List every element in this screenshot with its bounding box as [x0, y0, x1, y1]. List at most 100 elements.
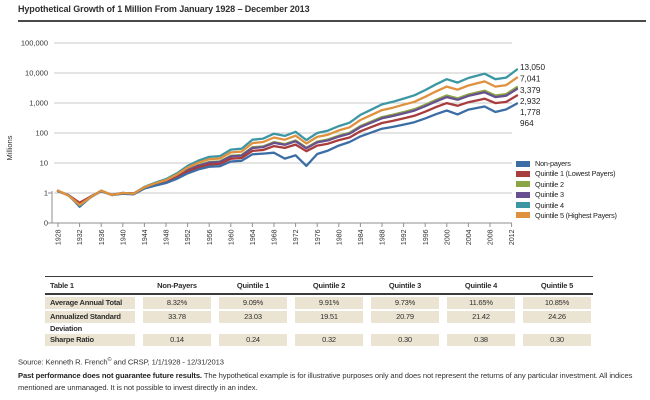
- column-header: Non-Payers: [157, 281, 197, 290]
- row-value: 0.14: [143, 334, 211, 346]
- x-tick-label: 1980: [336, 229, 343, 245]
- y-tick-label: 100: [35, 129, 48, 138]
- legend-item: Quintile 3: [516, 190, 648, 200]
- end-value-label: 1,778: [520, 108, 541, 117]
- source-rest: and CRSP, 1/1/1928 - 12/31/2013: [111, 357, 224, 367]
- legend-item: Non-payers: [516, 159, 648, 168]
- copyright-symbol: ©: [107, 357, 112, 363]
- legend-item: Quintile 5 (Highest Payers): [516, 211, 648, 220]
- source-prefix: Source: Kenneth R. French: [18, 357, 108, 367]
- column-header: Quintile 5: [540, 281, 574, 290]
- series-line-quintile-5-highest-payers: [56, 76, 519, 207]
- row-value: 23.03: [219, 311, 287, 323]
- row-value: 21.42: [447, 311, 515, 323]
- column-header: Quintile 1: [236, 281, 270, 290]
- row-value: 19.51: [295, 311, 363, 323]
- x-tick-label: 1940: [120, 229, 127, 245]
- legend-swatch-icon: [516, 191, 530, 198]
- x-tick-label: 1972: [293, 229, 300, 245]
- x-tick-label: 1976: [315, 229, 322, 245]
- row-value: 10.85%: [523, 297, 591, 309]
- column-header: Quintile 4: [464, 281, 498, 290]
- table-title: Table 1: [50, 281, 74, 290]
- disclaimer: Past performance does not guarantee futu…: [18, 370, 636, 394]
- row-value: 20.79: [371, 311, 439, 323]
- growth-line-chart: 100,000 10,000 1,000 100 10 1 0 Millions 1928 193…: [5, 39, 545, 245]
- legend-label: Non-payers: [535, 159, 571, 168]
- row-value: 0.30: [371, 334, 439, 346]
- y-tick-label: 10: [40, 159, 48, 168]
- row-value: 11.65%: [447, 297, 515, 309]
- disclaimer-bold: Past performance does not guarantee futu…: [18, 371, 202, 380]
- row-value: 9.73%: [371, 297, 439, 309]
- y-tick-label: 0: [44, 219, 48, 228]
- legend-label: Quintile 3: [535, 190, 564, 200]
- x-tick-label: 1956: [207, 229, 214, 245]
- end-value-label: 964: [520, 119, 534, 128]
- row-value: 33.78: [143, 311, 211, 323]
- y-tick-label: 10,000: [25, 69, 48, 78]
- source-line: Source: Kenneth R. French© and CRSP, 1/1…: [18, 357, 224, 367]
- x-tick-label: 2012: [509, 229, 516, 245]
- legend-label: Quintile 1 (Lowest Payers): [535, 169, 616, 179]
- end-value-label: 2,932: [520, 97, 541, 106]
- x-tick-label: 1968: [272, 229, 279, 245]
- legend-item: Quintile 1 (Lowest Payers): [516, 169, 648, 179]
- x-tick-label: 2004: [466, 229, 473, 245]
- y-tick-label: 1: [44, 189, 48, 198]
- row-value: 24.26: [523, 311, 591, 323]
- x-tick-label: 1984: [358, 229, 365, 245]
- x-tick-label: 1948: [164, 229, 171, 245]
- table-row: Annualized Standard Deviation 33.78 23.03 1…: [45, 311, 593, 333]
- legend-swatch-icon: [516, 202, 530, 209]
- x-tick-label: 1944: [142, 229, 149, 245]
- x-tick-label: 2008: [488, 229, 495, 245]
- x-tick-label: 1928: [56, 229, 63, 245]
- legend-swatch-icon: [516, 170, 530, 177]
- end-value-label: 7,041: [520, 75, 541, 84]
- column-header: Quintile 3: [388, 281, 422, 290]
- chart-title: Hypothetical Growth of 1 Million From Ja…: [18, 4, 310, 14]
- chart-legend: Non-payers Quintile 1 (Lowest Payers) Quin…: [516, 159, 648, 222]
- series-line-non-payers: [56, 102, 519, 208]
- x-tick-label: 1960: [228, 229, 235, 245]
- x-tick-label: 1932: [77, 229, 84, 245]
- row-value: 0.32: [295, 334, 363, 346]
- row-label: Annualized Standard Deviation: [45, 311, 135, 333]
- legend-swatch-icon: [516, 160, 530, 167]
- row-value: 9.09%: [219, 297, 287, 309]
- stats-table: Table 1 Non-Payers Quintile 1 Quintile 2 Qui…: [45, 276, 593, 346]
- column-header: Quintile 2: [312, 281, 346, 290]
- row-value: 9.91%: [295, 297, 363, 309]
- row-value: 0.38: [447, 334, 515, 346]
- legend-item: Quintile 4: [516, 200, 648, 210]
- x-tick-label: 1964: [250, 229, 257, 245]
- table-body: Average Annual Total Return 8.32% 9.09% 9.9…: [45, 297, 593, 346]
- legend-item: Quintile 2: [516, 179, 648, 189]
- legend-swatch-icon: [516, 181, 530, 188]
- legend-label: Quintile 4: [535, 200, 564, 210]
- table-row: Sharpe Ratio 0.14 0.24 0.32 0.30 0.38 0.30: [45, 334, 593, 346]
- y-tick-label: 100,000: [21, 39, 48, 48]
- legend-swatch-icon: [516, 212, 530, 219]
- disclaimer-rest: The hypothetical example is for illustra…: [18, 371, 633, 392]
- end-value-label: 13,050: [520, 63, 545, 72]
- row-value: 8.32%: [143, 297, 211, 309]
- row-label: Average Annual Total Return: [45, 297, 135, 319]
- x-tick-label: 1992: [401, 229, 408, 245]
- x-tick-label: 1988: [380, 229, 387, 245]
- title-rule: [18, 20, 646, 22]
- x-tick-label: 1996: [423, 229, 430, 245]
- end-value-label: 3,379: [520, 86, 541, 95]
- y-axis-title: Millions: [5, 135, 14, 160]
- legend-label: Quintile 2: [535, 179, 564, 189]
- x-tick-label: 1936: [99, 229, 106, 245]
- row-value: 0.24: [219, 334, 287, 346]
- table-header-row: Table 1 Non-Payers Quintile 1 Quintile 2 Qui…: [45, 276, 593, 295]
- x-tick-label: 2000: [444, 229, 451, 245]
- y-tick-label: 1,000: [29, 99, 48, 108]
- row-label: Sharpe Ratio: [45, 334, 135, 346]
- x-tick-label: 1952: [185, 229, 192, 245]
